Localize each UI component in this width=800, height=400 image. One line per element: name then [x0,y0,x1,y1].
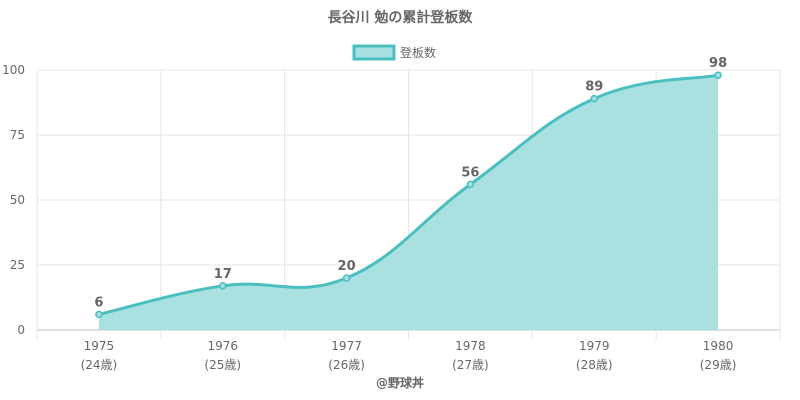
legend[interactable]: 登板数 [352,44,436,61]
credit: @野球丼 [376,375,424,390]
data-label: 6 [94,295,103,310]
y-tick-label: 50 [10,193,25,207]
x-tick-label: 1975 [84,339,115,353]
x-tick-sublabel: (26歳) [328,358,365,372]
series-area [98,75,719,330]
data-labels: 6 17 20 56 89 98 [94,56,727,310]
x-axis-ticks: 1975 (24歳) 1976 (25歳) 1977 (26歳) 1978 (27歳) 1979… [81,339,737,372]
data-point [590,94,598,103]
data-label: 89 [585,80,603,95]
x-tick-label: 1977 [331,339,362,353]
x-tick-label: 1976 [207,339,238,353]
data-label: 17 [214,267,232,282]
chart-title: 長谷川 勉の累計登板数 [328,9,474,26]
x-tick-sublabel: (25歳) [204,358,241,372]
y-tick-label: 0 [17,323,25,337]
x-tick-sublabel: (24歳) [81,358,118,372]
series-points [95,71,722,319]
y-tick-label: 25 [10,258,25,272]
data-label: 98 [709,56,727,71]
x-tick-label: 1978 [455,339,486,353]
x-tick-sublabel: (27歳) [452,358,489,372]
x-tick-sublabel: (28歳) [576,358,613,372]
series-line [98,73,719,316]
x-tick-label: 1980 [703,339,734,353]
data-point [95,310,103,319]
data-point [219,282,227,290]
data-point [714,71,722,79]
data-label: 56 [461,165,479,180]
data-point [342,274,351,282]
y-axis-ticks: 0 25 50 75 100 [2,63,25,337]
x-tick-label: 1979 [579,339,610,353]
y-tick-label: 100 [2,63,25,77]
data-point [466,180,475,189]
legend-label: 登板数 [400,45,436,60]
legend-swatch [352,44,396,61]
data-label: 20 [338,259,356,274]
x-tick-sublabel: (29歳) [700,358,737,372]
y-tick-label: 75 [10,128,25,142]
